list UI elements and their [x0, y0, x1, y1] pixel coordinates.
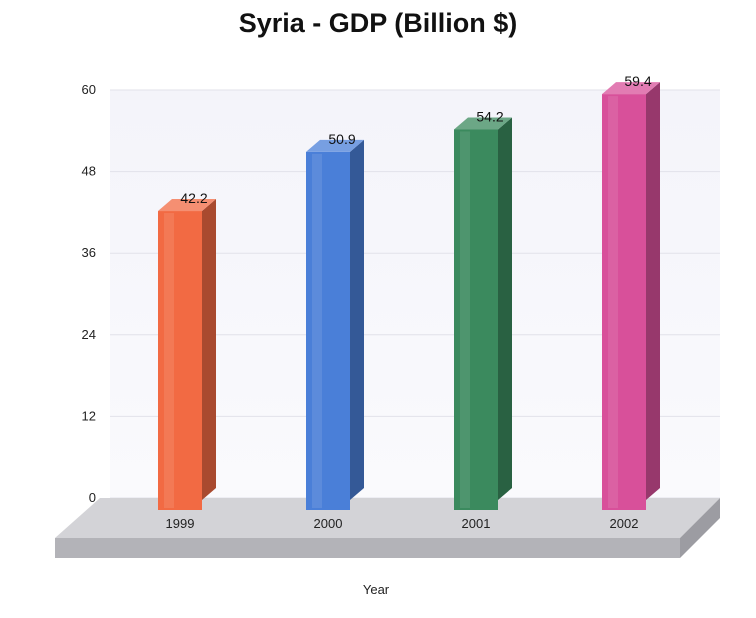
y-axis-ticks: 0 12 24 36 48 60 — [82, 82, 96, 505]
y-tick-label: 24 — [82, 327, 96, 342]
data-labels: 42.2 50.9 54.2 59.4 — [180, 73, 651, 206]
bar-highlight — [460, 131, 470, 508]
bar-2002 — [602, 82, 660, 510]
bar-top — [158, 199, 216, 212]
bars — [158, 82, 660, 511]
bar-side — [350, 139, 364, 500]
data-label: 54.2 — [476, 108, 503, 124]
chart-title: Syria - GDP (Billion $) — [238, 8, 518, 38]
bar-highlight — [164, 213, 174, 509]
y-tick-label: 60 — [82, 82, 96, 97]
data-label: 42.2 — [180, 190, 207, 206]
bar-top — [306, 139, 364, 152]
bar-top — [602, 82, 660, 95]
bar-1999 — [158, 199, 216, 511]
data-label: 59.4 — [624, 73, 651, 89]
bar-highlight — [608, 96, 618, 508]
bar-2000 — [306, 139, 364, 510]
x-axis-label: Year — [363, 582, 390, 597]
data-label: 50.9 — [328, 131, 355, 147]
bar-side — [646, 82, 660, 500]
y-tick-label: 0 — [89, 490, 96, 505]
bar-side — [498, 117, 512, 500]
x-tick-label: 2002 — [610, 516, 639, 531]
x-tick-label: 2001 — [462, 516, 491, 531]
x-tick-label: 1999 — [166, 516, 195, 531]
floor-top — [55, 498, 720, 538]
x-axis-ticks: 1999 2000 2001 2002 — [166, 516, 639, 531]
bar-top — [454, 117, 512, 130]
floor-front — [55, 538, 680, 558]
bar-side — [202, 199, 216, 501]
floor-side — [680, 498, 720, 558]
y-tick-label: 36 — [82, 245, 96, 260]
y-tick-label: 48 — [82, 164, 96, 179]
bar-highlight — [312, 153, 322, 508]
x-tick-label: 2000 — [314, 516, 343, 531]
plot-floor — [55, 498, 720, 558]
y-tick-label: 12 — [82, 408, 96, 423]
bar-2001 — [454, 117, 512, 510]
